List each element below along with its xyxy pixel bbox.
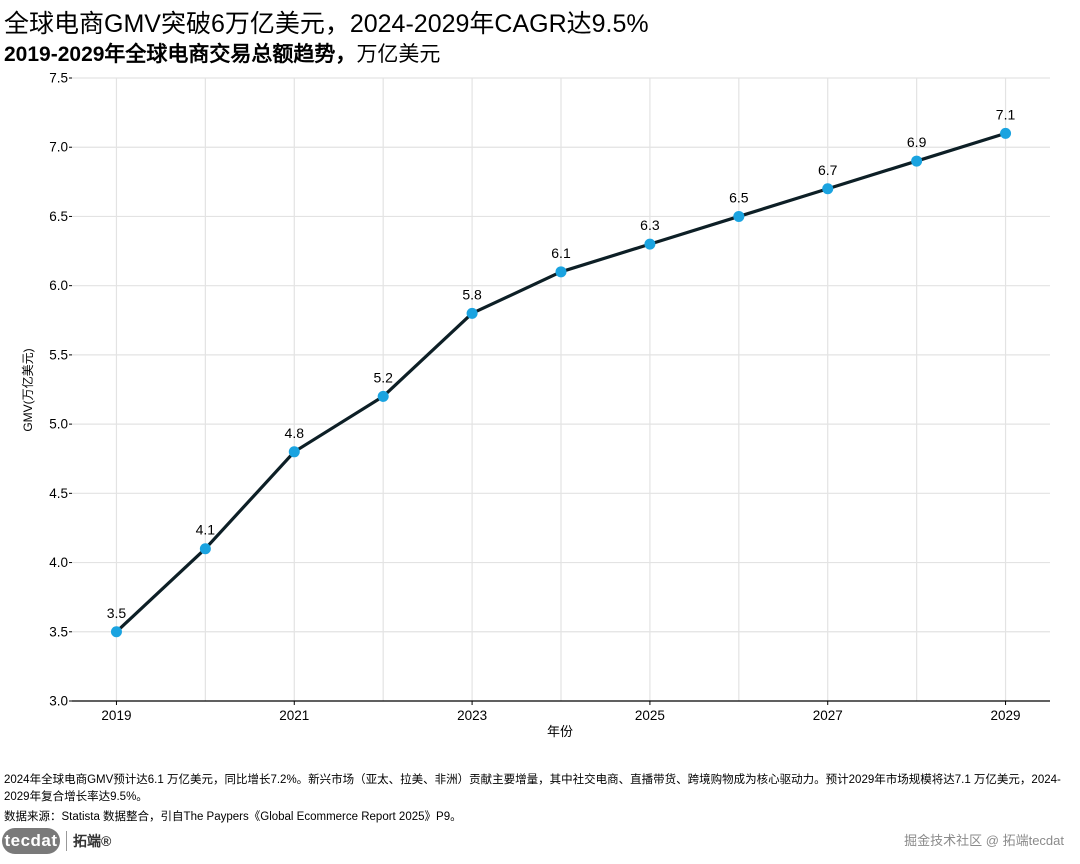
x-tick-label: 2029: [991, 708, 1021, 723]
y-axis-label: GMV(万亿美元): [20, 348, 35, 431]
data-point: [110, 626, 122, 638]
data-label: 5.2: [373, 369, 393, 385]
line-chart: 3.0 3.5 4.0 4.5 5.0 5.5 6.0 6.5 7.0 7.5 2019 2021 20…: [20, 71, 1050, 739]
data-point: [911, 155, 923, 167]
x-axis-label: 年份: [547, 724, 573, 739]
y-tick-label: 7.0: [49, 140, 68, 155]
grid: [72, 77, 1050, 701]
data-point: [555, 266, 567, 278]
y-tick-label: 4.5: [49, 486, 68, 501]
data-label: 6.1: [551, 245, 571, 261]
subtitle-main: 2019-2029年全球电商交易总额趋势，: [4, 43, 357, 66]
y-tick-label: 7.5: [49, 71, 68, 86]
data-point: [1000, 127, 1012, 139]
data-point: [288, 446, 300, 458]
data-label: 4.1: [196, 522, 216, 538]
logo-badge: tecdat: [2, 828, 60, 854]
y-tick-label: 6.5: [49, 209, 68, 224]
data-point: [733, 210, 745, 222]
logo-divider: [66, 831, 67, 851]
series: 3.5 4.1 4.8 5.2 5.8 6.1 6.3 6.5 6.7 6.9 7.1: [107, 106, 1016, 638]
data-point: [822, 183, 834, 195]
data-label: 5.8: [462, 286, 482, 302]
data-label: 6.3: [640, 217, 660, 233]
watermark: 掘金技术社区 @ 拓端tecdat: [904, 833, 1064, 848]
x-tick-label: 2027: [813, 708, 843, 723]
data-label: 6.7: [818, 162, 838, 178]
x-tick-label: 2019: [101, 708, 131, 723]
data-label: 7.1: [996, 106, 1016, 122]
x-tick-label: 2023: [457, 708, 487, 723]
data-source: 数据来源：Statista 数据整合，引自The Paypers《Global …: [4, 811, 462, 823]
axes: 3.0 3.5 4.0 4.5 5.0 5.5 6.0 6.5 7.0 7.5 2019 2021 20…: [49, 71, 1050, 723]
y-tick-label: 5.0: [49, 417, 68, 432]
y-tick-label: 3.0: [49, 694, 68, 709]
data-label: 6.9: [907, 134, 927, 150]
chart-title: 全球电商GMV突破6万亿美元，2024-2029年CAGR达9.5%: [4, 10, 649, 38]
data-point: [644, 238, 656, 250]
data-point: [377, 390, 389, 402]
data-label: 4.8: [285, 425, 305, 441]
subtitle-unit: 万亿美元: [356, 43, 441, 66]
x-tick-label: 2021: [279, 708, 309, 723]
logo: tecdat 拓端®: [2, 826, 111, 856]
data-point: [466, 307, 478, 319]
data-label: 6.5: [729, 189, 749, 205]
y-tick-label: 3.5: [49, 624, 68, 639]
y-tick-label: 4.0: [49, 555, 68, 570]
x-tick-label: 2025: [635, 708, 665, 723]
data-label: 3.5: [107, 605, 127, 621]
chart-subtitle: 2019-2029年全球电商交易总额趋势，万亿美元: [4, 38, 440, 68]
logo-brand: 拓端®: [73, 833, 112, 849]
data-point: [199, 543, 211, 555]
y-tick-label: 6.0: [49, 278, 68, 293]
y-tick-label: 5.5: [49, 347, 68, 362]
footnote: 2024年全球电商GMV预计达6.1 万亿美元，同比增长7.2%。新兴市场（亚太…: [4, 774, 1061, 803]
